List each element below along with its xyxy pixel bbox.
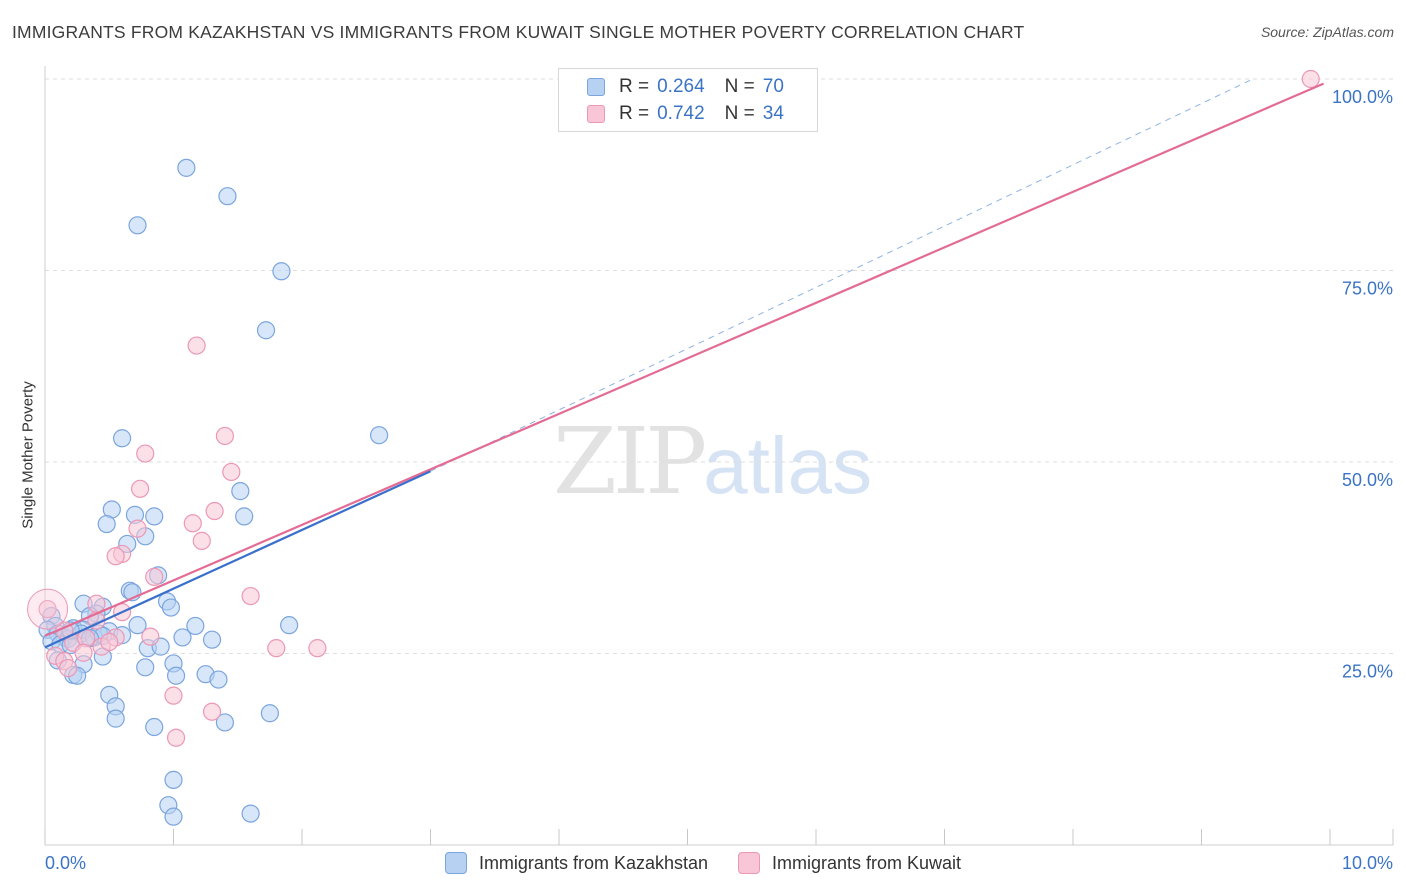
data-point-kuwait: [141, 627, 160, 646]
data-point-kazakhstan: [112, 429, 132, 448]
trend-extension-kazakhstan: [430, 78, 1254, 472]
data-point-kuwait: [183, 514, 202, 533]
data-point-kuwait: [128, 519, 147, 538]
data-point-kuwait: [222, 462, 241, 482]
data-point-kazakhstan: [272, 262, 291, 281]
data-point-kuwait: [106, 547, 125, 566]
data-point-kazakhstan: [128, 616, 147, 635]
watermark-logo: ZIPatlas: [553, 408, 872, 515]
data-point-kuwait: [136, 444, 155, 463]
data-point-kuwait: [100, 632, 119, 652]
data-point-kazakhstan: [164, 807, 183, 826]
kuwait-points: [27, 69, 1320, 747]
data-point-kazakhstan: [145, 717, 164, 737]
legend-r-value: 0.264: [657, 76, 705, 97]
series-legend: Immigrants from Kazakhstan Immigrants fr…: [0, 852, 1406, 874]
data-point-kazakhstan: [235, 507, 254, 526]
chart-title: IMMIGRANTS FROM KAZAKHSTAN VS IMMIGRANTS…: [12, 22, 1025, 42]
data-point-kazakhstan: [177, 158, 196, 177]
data-point-kazakhstan: [161, 598, 181, 617]
series-legend-kuwait[interactable]: Immigrants from Kuwait: [738, 852, 961, 874]
legend-n-label: N =: [724, 103, 755, 124]
y-tick-label: 50.0%: [1342, 470, 1393, 490]
data-point-kuwait: [205, 501, 224, 521]
correlation-legend: R = 0.264 N = 70 R = 0.742 N = 34: [558, 68, 818, 132]
data-point-kuwait: [192, 531, 211, 550]
data-point-kazakhstan: [186, 616, 205, 636]
grid-layer: [45, 78, 1393, 654]
data-point-kuwait: [241, 586, 260, 606]
trend-line-kazakhstan: [44, 470, 431, 649]
data-point-kazakhstan: [215, 713, 234, 732]
data-point-kazakhstan: [145, 507, 164, 526]
data-point-kazakhstan: [280, 616, 299, 635]
data-point-kuwait: [130, 479, 150, 498]
y-tick-label: 100.0%: [1332, 87, 1393, 107]
data-point-kuwait: [145, 567, 164, 587]
legend-swatch-blue: [587, 78, 605, 96]
legend-r-label: R =: [619, 76, 650, 97]
data-point-kuwait: [59, 658, 78, 678]
data-point-kuwait: [166, 728, 186, 747]
data-point-kazakhstan: [173, 628, 192, 647]
watermark-atlas: atlas: [703, 421, 873, 510]
data-point-kazakhstan: [256, 321, 276, 340]
legend-row-kuwait: R = 0.742 N = 34: [587, 103, 784, 125]
data-point-kazakhstan: [231, 482, 250, 501]
legend-n-value: 34: [762, 103, 784, 124]
trend-line-kuwait: [44, 82, 1325, 637]
data-point-kazakhstan: [164, 770, 183, 789]
data-point-kuwait: [202, 702, 222, 721]
series-name: Immigrants from Kazakhstan: [478, 852, 709, 873]
data-point-kazakhstan: [218, 187, 237, 206]
data-point-kazakhstan: [106, 709, 125, 728]
data-point-kazakhstan: [370, 426, 389, 445]
series-swatch-blue: [444, 852, 467, 874]
series-name: Immigrants from Kuwait: [772, 852, 962, 873]
data-point-kuwait: [87, 594, 106, 613]
data-point-kazakhstan: [209, 670, 228, 689]
y-tick-label: 75.0%: [1342, 279, 1393, 299]
data-point-kuwait: [164, 686, 183, 705]
data-point-kazakhstan: [128, 216, 147, 235]
data-point-kazakhstan: [241, 804, 260, 823]
data-point-kuwait-large: [27, 588, 69, 630]
trend-lines: [44, 78, 1325, 649]
data-point-kuwait: [74, 643, 93, 662]
kazakhstan-points: [38, 158, 389, 826]
y-tick-label: 25.0%: [1342, 662, 1393, 682]
legend-row-kazakhstan: R = 0.264 N = 70: [587, 76, 784, 98]
legend-n-label: N =: [724, 76, 755, 97]
data-point-kazakhstan: [136, 658, 155, 677]
data-point-kuwait: [1301, 69, 1320, 89]
data-point-kuwait: [38, 599, 57, 619]
data-point-kuwait: [187, 336, 206, 355]
series-swatch-pink: [738, 852, 761, 874]
data-point-kazakhstan: [97, 514, 116, 534]
data-point-kuwait: [308, 639, 327, 658]
legend-r-label: R =: [619, 103, 650, 124]
source-credit: Source: ZipAtlas.com: [1260, 24, 1394, 40]
legend-n-value: 70: [762, 76, 784, 97]
series-legend-kazakhstan[interactable]: Immigrants from Kazakhstan: [444, 852, 709, 874]
axis-layer: [44, 66, 1394, 846]
data-point-kazakhstan: [260, 704, 279, 723]
legend-swatch-pink: [587, 105, 605, 123]
data-point-kazakhstan: [166, 666, 186, 685]
x-tick-label: 10.0%: [1342, 853, 1393, 873]
data-point-kazakhstan: [202, 630, 222, 649]
tick-labels: 25.0% 50.0% 75.0% 100.0% 0.0% 10.0%: [45, 87, 1393, 873]
legend-r-value: 0.742: [657, 103, 705, 124]
data-point-kuwait: [215, 426, 234, 446]
x-tick-label: 0.0%: [45, 853, 86, 873]
data-point-kuwait: [267, 639, 286, 658]
